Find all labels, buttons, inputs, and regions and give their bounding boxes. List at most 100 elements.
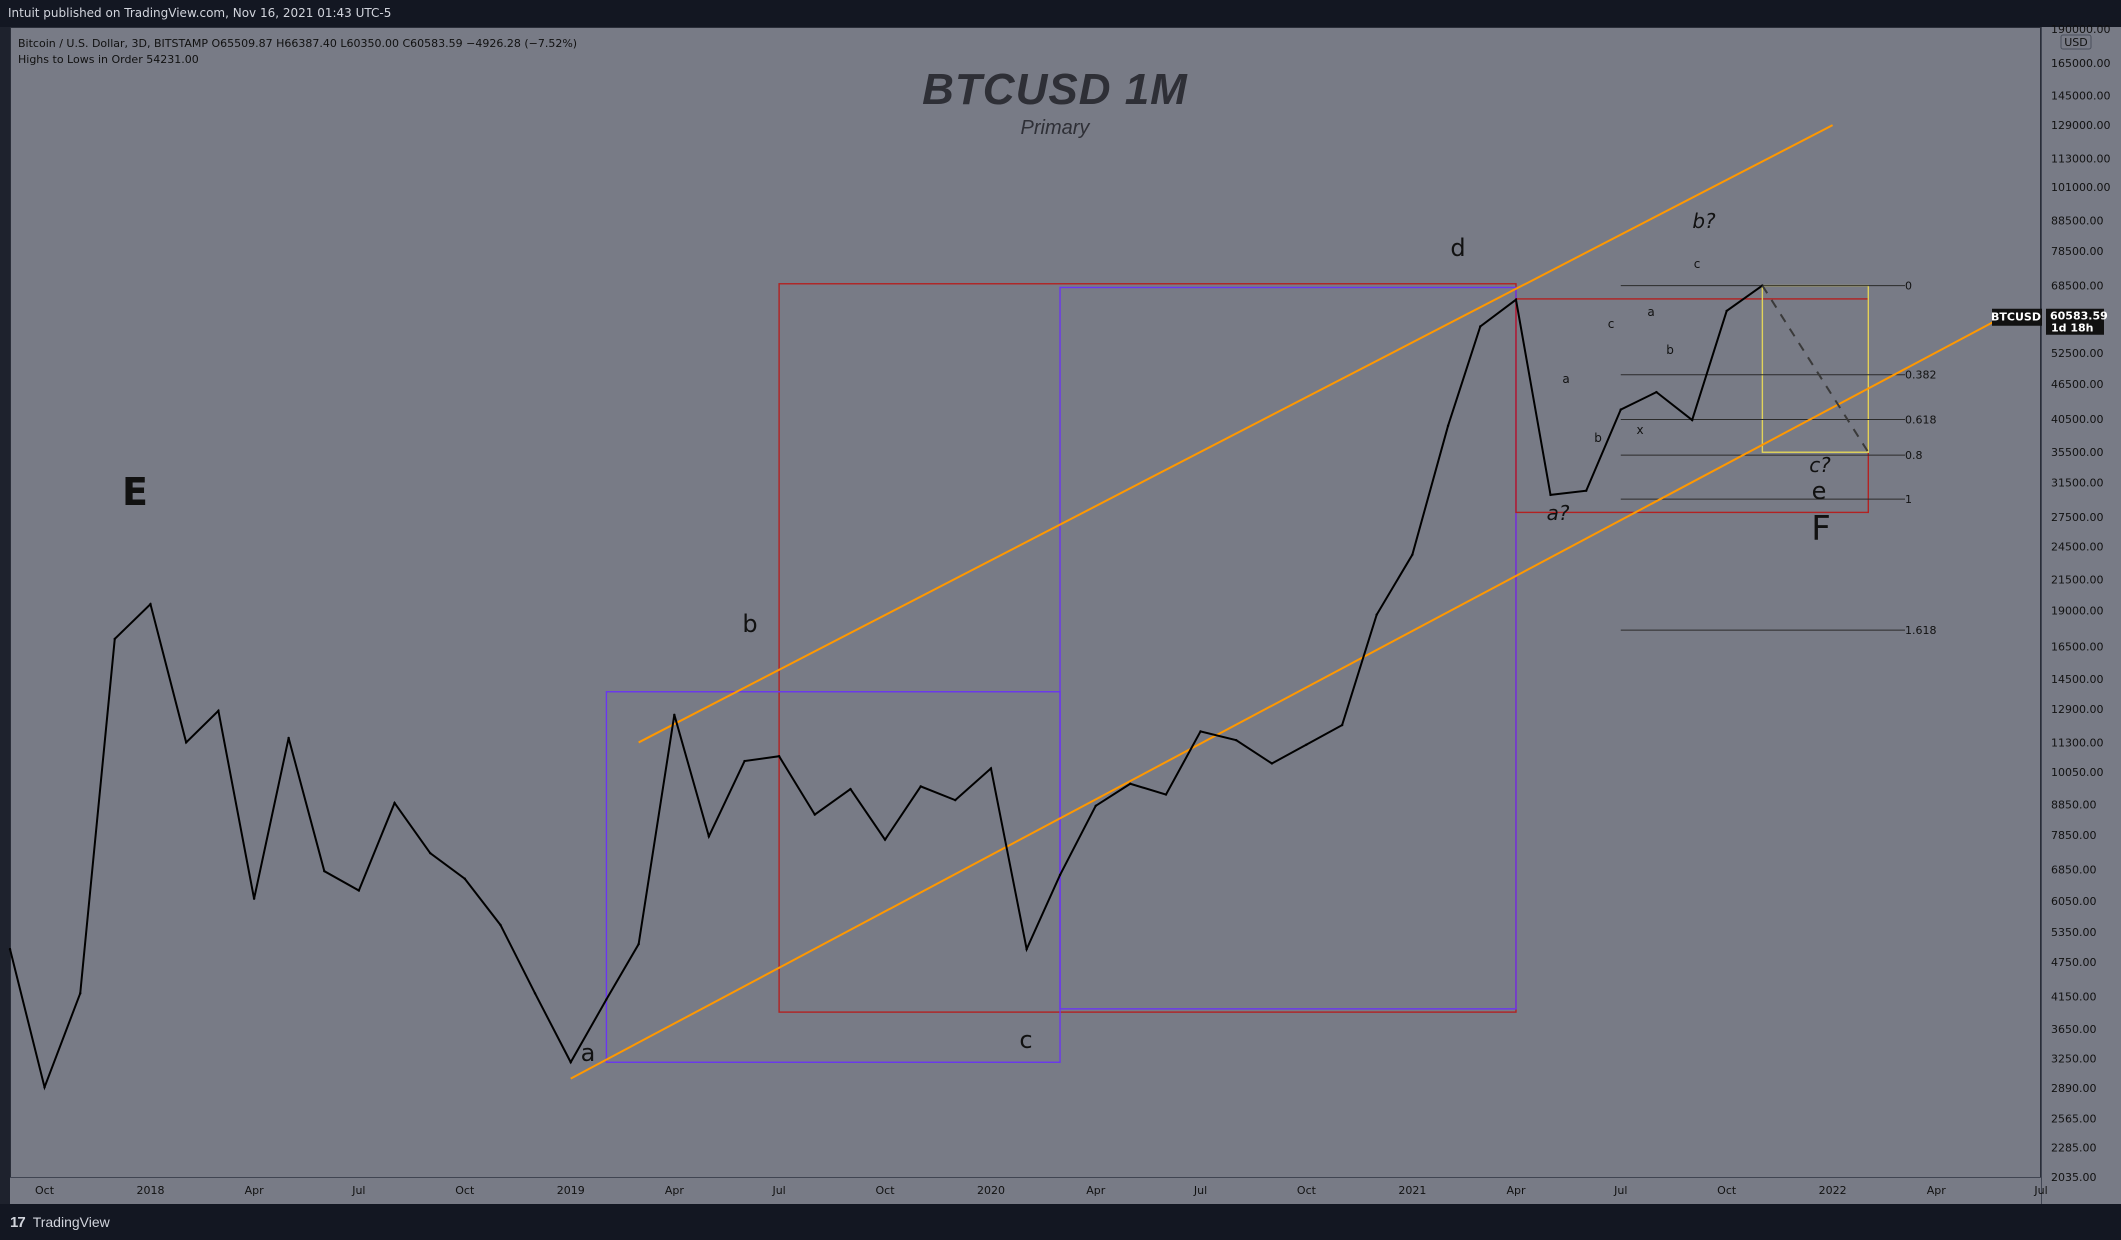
btc-point-29 xyxy=(989,767,993,770)
tradingview-brand: TradingView xyxy=(32,1214,110,1230)
btc-point-3 xyxy=(79,992,82,995)
price-tick-top: 190000.00 xyxy=(2051,23,2111,36)
publish-info-text: Intuit published on TradingView.com, Nov… xyxy=(8,6,392,20)
price-tick-25: 6850.00 xyxy=(2051,863,2097,876)
btc-point-8 xyxy=(252,897,256,900)
time-axis-panel xyxy=(10,1177,2041,1204)
time-tick-14: 2021 xyxy=(1398,1184,1426,1197)
wave-label-3: b xyxy=(742,610,757,638)
chart-area[interactable] xyxy=(10,27,2041,1204)
btc-point-24 xyxy=(813,813,817,816)
price-tick-8: 68500.00 xyxy=(2051,280,2104,293)
btc-point-10 xyxy=(323,869,326,873)
btc-point-2 xyxy=(43,1086,46,1089)
btc-point-46 xyxy=(1585,489,1588,492)
wave-label-7: b? xyxy=(1692,209,1716,233)
btc-point-6 xyxy=(184,741,188,744)
price-tick-19: 14500.00 xyxy=(2051,673,2104,686)
current-time-badge: 1d 18h xyxy=(2051,322,2094,335)
btc-point-26 xyxy=(883,838,887,841)
price-tick-28: 4750.00 xyxy=(2051,956,2097,969)
price-tick-30: 3650.00 xyxy=(2051,1023,2097,1036)
time-tick-9: Oct xyxy=(876,1184,896,1197)
price-tick-27: 5350.00 xyxy=(2051,926,2097,939)
btc-point-42 xyxy=(1446,424,1450,428)
btc-point-4 xyxy=(113,637,116,641)
current-price-badge-bg xyxy=(2046,308,2104,335)
price-tick-33: 2565.00 xyxy=(2051,1112,2097,1125)
price-tick-21: 11300.00 xyxy=(2051,736,2104,749)
btc-point-21 xyxy=(707,835,711,838)
chart-title: BTCUSD 1M xyxy=(922,65,1188,114)
btc-point-20 xyxy=(673,713,676,717)
wave-label-2: a xyxy=(581,1039,596,1067)
price-tick-22: 10050.00 xyxy=(2051,766,2104,779)
time-tick-13: Oct xyxy=(1297,1184,1317,1197)
btc-point-45 xyxy=(1549,493,1552,497)
btc-point-36 xyxy=(1234,738,1238,742)
price-tick-34: 2285.00 xyxy=(2051,1142,2097,1155)
btc-price-line xyxy=(9,284,1763,1091)
time-tick-4: Jul xyxy=(351,1184,365,1197)
channel-line-2 xyxy=(570,314,2007,1080)
price-tick-6: 88500.00 xyxy=(2051,215,2104,228)
time-tick-16: Jul xyxy=(1613,1184,1627,1197)
btc-point-32 xyxy=(1094,804,1097,808)
btc-point-18 xyxy=(605,998,608,1001)
time-tick-12: Jul xyxy=(1193,1184,1207,1197)
price-tick-18: 16500.00 xyxy=(2051,640,2104,653)
btc-point-7 xyxy=(217,709,220,713)
price-tick-20: 12900.00 xyxy=(2051,703,2104,716)
fib-level-label-1: 1 xyxy=(1905,493,1912,506)
time-tick-10: 2020 xyxy=(977,1184,1005,1197)
price-tick-5: 101000.00 xyxy=(2051,181,2111,194)
time-tick-17: Oct xyxy=(1717,1184,1737,1197)
price-tick-14: 27500.00 xyxy=(2051,511,2104,524)
time-tick-3: Apr xyxy=(245,1184,265,1197)
time-tick-8: Jul xyxy=(771,1184,785,1197)
btc-point-38 xyxy=(1305,743,1308,746)
btc-point-28 xyxy=(954,798,957,802)
time-tick-18: 2022 xyxy=(1819,1184,1847,1197)
price-tick-11: 40500.00 xyxy=(2051,413,2104,426)
btc-point-43 xyxy=(1479,325,1482,328)
price-tick-9: 52500.00 xyxy=(2051,347,2104,360)
btc-point-9 xyxy=(287,736,290,740)
indicator-info: Highs to Lows in Order 54231.00 xyxy=(18,53,199,66)
tradingview-logo-icon: 17 xyxy=(10,1213,26,1231)
btc-point-40 xyxy=(1375,613,1378,616)
btc-point-30 xyxy=(1025,947,1028,951)
current-symbol-badge-bg xyxy=(1992,308,2042,326)
wave-label-1: E xyxy=(122,470,148,514)
btc-point-50 xyxy=(1725,309,1728,313)
wave-label-13: c xyxy=(1608,317,1615,331)
fib-level-label-1.618: 1.618 xyxy=(1905,624,1937,637)
analysis-box-2 xyxy=(1059,286,1517,1010)
btc-point-5 xyxy=(149,602,152,606)
fib-level-label-0.8: 0.8 xyxy=(1905,449,1923,462)
time-tick-2: 2018 xyxy=(136,1184,164,1197)
time-tick-6: 2019 xyxy=(557,1184,585,1197)
price-tick-23: 8850.00 xyxy=(2051,798,2097,811)
wave-label-15: a xyxy=(1647,305,1654,319)
current-price-badge: 60583.59 xyxy=(2050,310,2108,323)
currency-badge-box xyxy=(2060,34,2092,50)
price-axis-panel xyxy=(2041,27,2121,1204)
btc-point-35 xyxy=(1199,730,1202,733)
price-tick-2: 145000.00 xyxy=(2051,90,2111,103)
wave-label-4: c xyxy=(1019,1026,1032,1054)
wave-label-17: c xyxy=(1694,257,1701,271)
btc-point-33 xyxy=(1129,782,1132,785)
btc-point-19 xyxy=(637,942,640,946)
price-tick-31: 3250.00 xyxy=(2051,1052,2097,1065)
price-tick-7: 78500.00 xyxy=(2051,245,2104,258)
btc-point-15 xyxy=(499,923,502,927)
btc-point-16 xyxy=(533,992,537,995)
price-tick-26: 6050.00 xyxy=(2051,895,2097,908)
price-tick-15: 24500.00 xyxy=(2051,540,2104,553)
btc-point-31 xyxy=(1058,873,1062,877)
symbol-header: Bitcoin / U.S. Dollar, 3D, BITSTAMP O655… xyxy=(18,36,577,68)
wave-label-14: x xyxy=(1636,423,1643,437)
